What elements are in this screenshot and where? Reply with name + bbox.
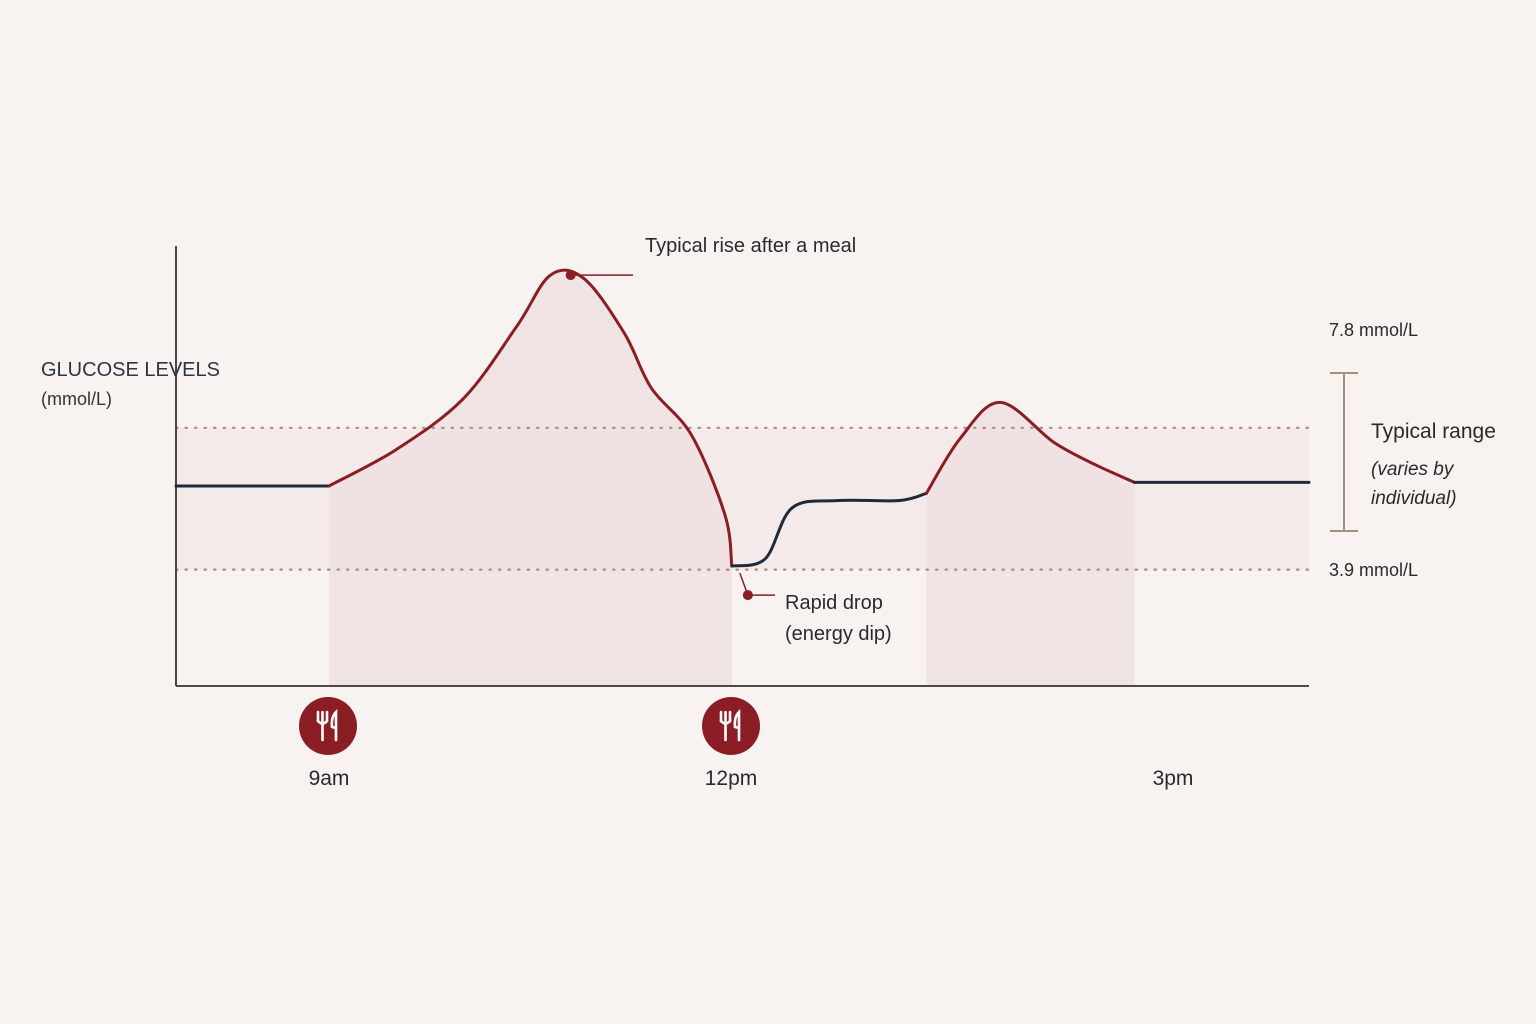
- range-note-title: Typical range: [1371, 420, 1496, 443]
- fork-knife-icon: [299, 697, 357, 755]
- spike-fill-1: [329, 270, 732, 686]
- x-tick-label-12pm: 12pm: [704, 767, 758, 790]
- annotation-dip: Rapid drop (energy dip): [785, 588, 892, 650]
- annotation-dip-marker: [742, 590, 753, 601]
- spike-fill-2: [926, 402, 1135, 686]
- y-axis-unit: (mmol/L): [41, 389, 112, 409]
- reference-label-low: 3.9 mmol/L: [1329, 560, 1419, 580]
- reference-label-high: 7.8 mmol/L: [1329, 320, 1419, 340]
- fork-knife-icon: [702, 697, 760, 755]
- baseline-segment-2: [730, 491, 928, 568]
- annotation-peak-marker: [565, 270, 576, 281]
- spike-segment-2: [924, 400, 1136, 495]
- y-axis-label: GLUCOSE LEVELS (mmol/L): [41, 356, 220, 414]
- annotation-dip-line-2: (energy dip): [785, 623, 892, 645]
- x-tick-label-9am: 9am: [308, 767, 350, 790]
- x-tick-label-3pm: 3pm: [1152, 767, 1194, 790]
- annotation-dip-line-1: Rapid drop: [785, 592, 883, 614]
- y-axis-title: GLUCOSE LEVELS: [41, 359, 220, 381]
- range-note-subtitle: (varies by individual): [1371, 459, 1457, 509]
- annotation-peak: Typical rise after a meal: [645, 235, 857, 257]
- spike-segment-1: [327, 268, 734, 568]
